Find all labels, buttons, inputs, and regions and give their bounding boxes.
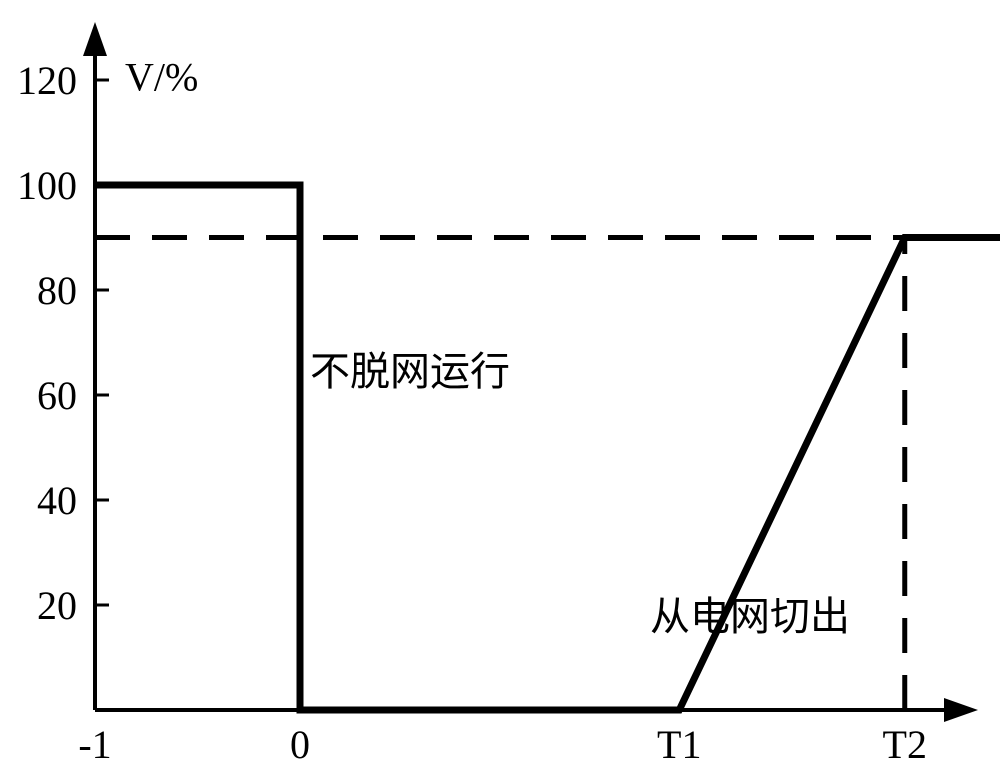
x-tick-label: T2: [883, 722, 927, 767]
chart-container: 20 40 60 80 100 120 V/% -1 0 T1 T2 不脱网运行从电网切出: [0, 0, 1000, 782]
x-tick-label: T1: [657, 722, 701, 767]
y-tick-label: 20: [37, 583, 77, 628]
x-tick-label: -1: [78, 722, 111, 767]
y-tick-label: 60: [37, 373, 77, 418]
annotation-disconnect: 从电网切出: [650, 594, 850, 639]
y-tick-label: 40: [37, 478, 77, 523]
y-tick-label: 120: [17, 58, 77, 103]
lvrt-chart: 20 40 60 80 100 120 V/% -1 0 T1 T2 不脱网运行从电网切出: [0, 0, 1000, 782]
y-axis-label: V/%: [125, 55, 198, 100]
x-tick-label: 0: [290, 722, 310, 767]
annotation-stay-connected: 不脱网运行: [310, 349, 510, 394]
y-tick-label: 80: [37, 268, 77, 313]
y-tick-label: 100: [17, 163, 77, 208]
